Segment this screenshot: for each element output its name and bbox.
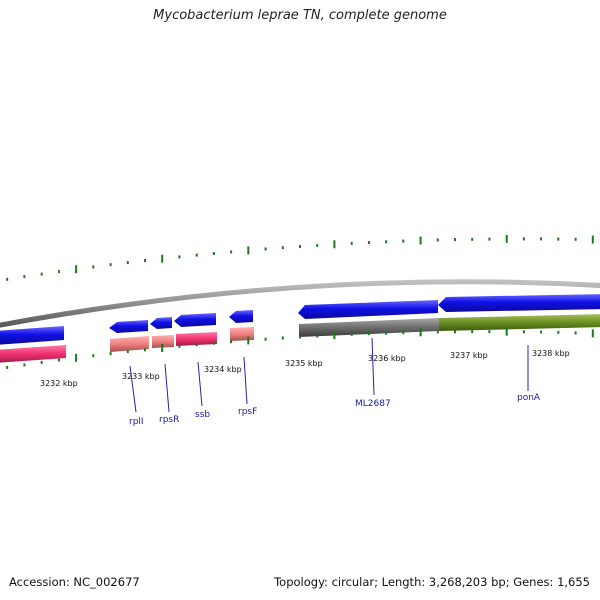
- rna-feature: [176, 332, 217, 346]
- gene-label-rplI: rplI: [129, 417, 144, 427]
- scale-label: 3236 kbp: [368, 354, 406, 363]
- leader-line: [129, 365, 137, 413]
- scale-labels: 3232 kbp 3233 kbp 3234 kbp 3235 kbp 3236…: [40, 349, 570, 388]
- gene-label-ponA: ponA: [517, 393, 541, 403]
- gene-feature-ML2687: [298, 300, 438, 319]
- gene-feature: [0, 326, 64, 345]
- gene-feature-rpsR: [150, 317, 172, 329]
- leader-line: [243, 356, 248, 405]
- scale-label: 3233 kbp: [122, 372, 160, 381]
- rna-feature: [230, 327, 254, 341]
- gene-feature-rplI: [109, 320, 148, 333]
- inner-tick-ring: [6, 327, 594, 369]
- accession-text: Accession: NC_002677: [9, 575, 140, 589]
- scale-label: 3235 kbp: [285, 359, 323, 368]
- leader-line: [164, 363, 170, 413]
- genome-summary-text: Topology: circular; Length: 3,268,203 bp…: [274, 575, 590, 589]
- rna-feature: [0, 345, 66, 363]
- genome-backbone: [0, 279, 600, 328]
- leader-line: [197, 361, 203, 407]
- rna-feature: [110, 336, 149, 352]
- gene-label-ssb: ssb: [195, 410, 210, 420]
- gene-feature-ponA: [438, 294, 600, 312]
- gene-leaders: [129, 337, 529, 413]
- map-title: Mycobacterium leprae TN, complete genome: [153, 8, 447, 23]
- scale-label: 3237 kbp: [450, 351, 488, 360]
- gene-labels: rplI rpsR ssb rpsF ML2687 ponA: [129, 393, 541, 427]
- gene-feature-ssb: [174, 313, 216, 327]
- cds-feature: [439, 314, 600, 331]
- rna-feature: [152, 335, 174, 348]
- gene-label-rpsR: rpsR: [159, 415, 179, 425]
- leader-line: [371, 337, 375, 396]
- forward-strand-features: [0, 294, 600, 345]
- gene-feature-rpsF: [229, 310, 253, 323]
- scale-label: 3232 kbp: [40, 379, 78, 388]
- outer-tick-ring: [6, 234, 594, 281]
- gene-label-ML2687: ML2687: [355, 399, 391, 409]
- scale-label: 3234 kbp: [204, 365, 242, 374]
- gene-label-rpsF: rpsF: [238, 407, 257, 417]
- scale-label: 3238 kbp: [532, 349, 570, 358]
